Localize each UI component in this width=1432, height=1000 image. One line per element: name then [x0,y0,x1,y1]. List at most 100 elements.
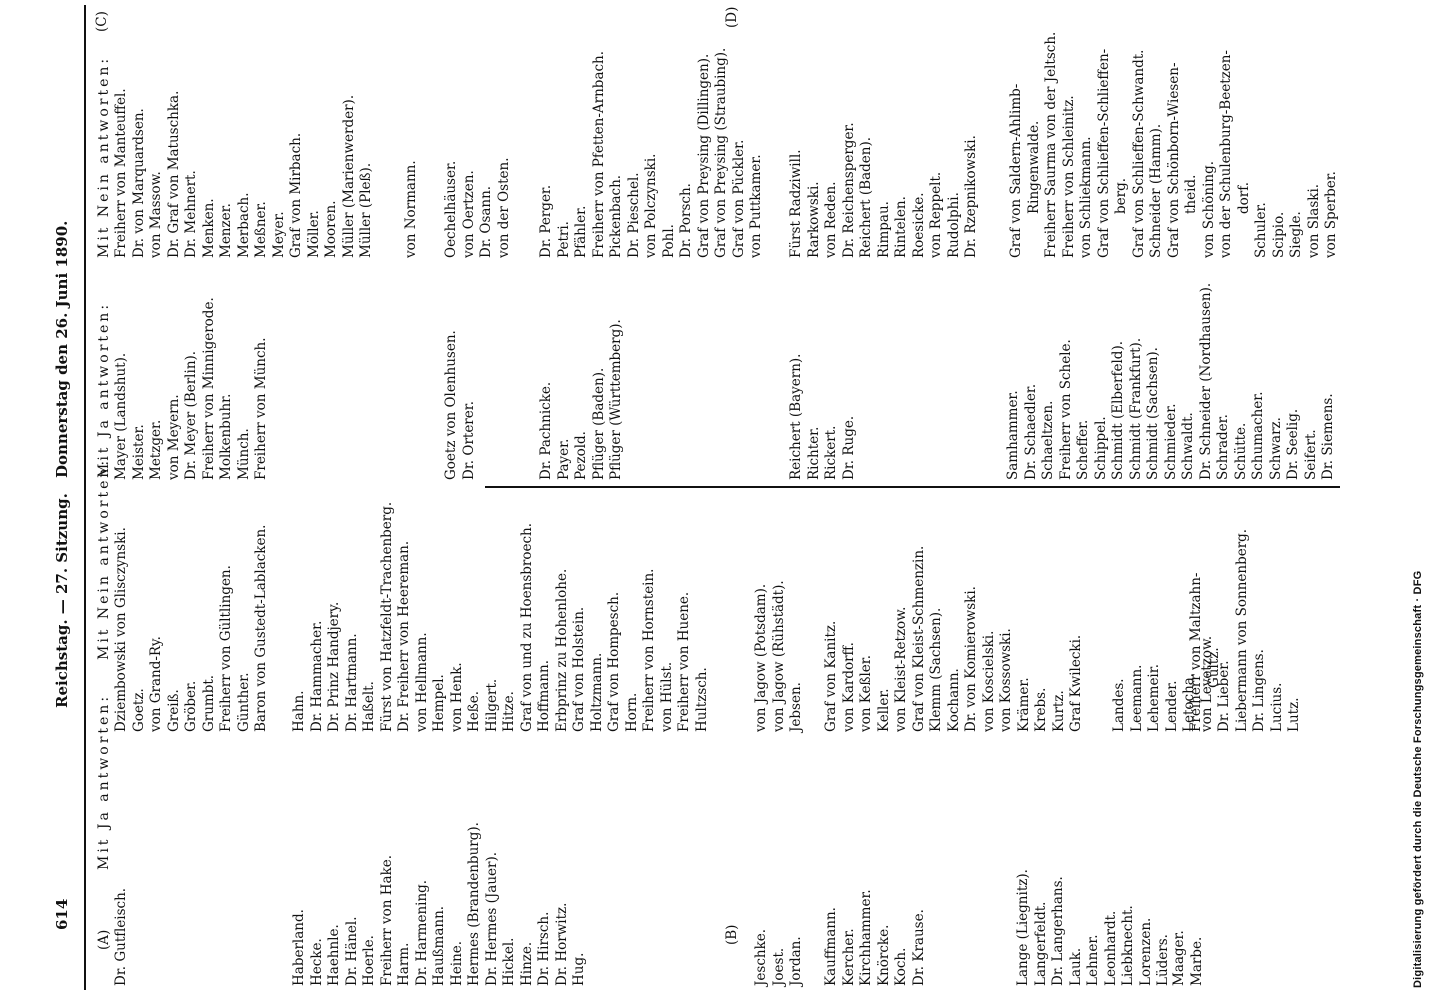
member-name: Schneider (Hamm). [1148,123,1164,258]
member-name: Dr. Reichensperger. [840,122,857,258]
member-name: Lorenzen. [1137,917,1154,986]
member-name: Dr. Langerhans. [1050,876,1066,986]
member-name: Landes. [1111,678,1127,732]
member-name: Mayer (Landshut). [113,352,129,480]
member-name: Pflüger (Württemberg). [608,319,624,480]
member-name: Dr. Ruge. [840,415,857,480]
member-name: Haehnle. [326,924,342,986]
member-name: Fürst von Hatzfeldt-Trachenberg. [378,501,395,732]
member-name: Dziembowski von Glisczynski. [113,527,129,732]
member-name: Graf von und zu Hoensbroech. [518,522,535,732]
margin-mark: (A) [96,929,112,950]
member-name: Rarkowski. [805,181,822,258]
member-name: Schmieder. [1162,403,1179,480]
header-rule [84,5,86,990]
column-heading: Mit Nein antworten: [96,457,112,660]
member-name: Freiherr von Gültlingen. [218,565,234,732]
member-name: Hitze. [501,691,517,732]
member-name: Maager. [1171,930,1187,986]
member-name: von Henk. [448,662,465,732]
member-name: Freiherr von Schleinitz. [1060,95,1077,258]
member-name: Kercher. [840,928,857,986]
member-name: Freiherr von Hornstein. [641,568,657,732]
member-name: Lüders. [1155,934,1171,986]
member-name: Freiherr Saurma von der Jeltsch. [1043,31,1059,258]
member-name: Dr. Hirsch. [536,911,552,986]
member-name: Marbe. [1188,936,1205,986]
member-name: Menzer. [218,203,234,258]
member-name: Möller. [305,210,322,258]
member-name: Jordan. [788,936,804,986]
member-name: Müller (Pleß). [358,162,374,258]
member-name: Lange (Liegnitz). [1015,869,1031,986]
member-name: Dr. Schaedler. [1022,383,1039,480]
member-name: Seifert. [1302,429,1319,480]
member-name: Hug. [571,952,587,986]
member-name: Graf von Schlieffen-Schwandt. [1130,49,1147,258]
member-name: Jeschke. [753,928,769,986]
member-name: Greiß. [165,689,182,732]
member-name: Freiherr von Hake. [378,854,395,986]
member-name: Harm. [396,942,412,986]
member-name: Mooren. [323,200,339,258]
member-name: Krämer. [1015,677,1032,732]
member-name: Rintelen. [893,196,909,258]
member-name: Rickert. [823,425,839,480]
member-name: Rudolphi. [945,192,962,258]
member-name: Schrader. [1215,414,1231,480]
member-name: Pfähler. [573,205,589,258]
member-name: Schmidt (Sachsen). [1145,347,1161,480]
member-name: Dr. Pachnicke. [538,381,554,480]
member-name: von Slaski. [1305,183,1322,258]
member-name: Reichert (Bayern). [788,353,804,480]
margin-mark: (C) [94,11,110,32]
member-name: Siegle. [1288,211,1304,258]
member-name: Ringenwalde. [1025,120,1042,214]
member-name: Freiherr von Maltzahn- [1188,572,1204,732]
member-name: Reichert (Baden). [858,136,874,258]
member-name: Freiherr von Pfetten-Arnbach. [590,50,607,258]
member-name: von Sperber. [1323,171,1339,258]
member-name: Graf von Mirbach. [288,132,304,258]
member-name: Holtzmann. [588,652,605,732]
member-name: Günther. [235,672,252,732]
member-name: Graf von Pückler. [730,139,747,258]
member-name: von Oertzen. [460,170,477,258]
column-heading: Mit Ja antworten: [96,301,112,478]
member-name: Dr. Hammacher. [308,620,325,732]
member-name: von Kossowski. [998,628,1014,732]
member-name: Hecke. [308,938,325,986]
member-name: Hickel. [501,937,517,986]
member-name: von Schöning. [1200,160,1217,258]
member-name: Dr. Rzepnikowski. [963,135,979,258]
member-name: Schmidt (Elberfeld). [1110,340,1126,480]
member-name: Gültz. [1205,647,1222,688]
member-name: Roesicke. [910,192,927,258]
member-name: Graf von Schönborn-Wiesen- [1165,62,1182,259]
member-name: von Koscielski. [980,630,997,732]
member-name: Meyer. [270,211,287,258]
member-name: Graf von Hompesch. [606,591,622,732]
member-name: Schippel. [1092,416,1109,480]
member-name: Hilgert. [483,678,500,732]
member-name: Dr. Krause. [910,909,927,986]
member-name: von der Osten. [495,157,512,258]
member-name: Hoffmann. [536,659,552,732]
member-name: Schuler. [1253,202,1269,258]
member-name: Dr. Siemens. [1320,393,1336,480]
member-name: Schmidt (Frankfurt). [1127,337,1144,480]
member-name: Lehner. [1085,934,1101,986]
member-name: Langerfeldt. [1032,901,1049,986]
member-name: Menken. [200,198,217,258]
member-name: Grumbt. [200,674,217,732]
member-name: Graf von Saldern-Ahlimb- [1008,83,1024,258]
member-name: Scipio. [1270,211,1287,258]
member-name: berg. [1113,177,1129,214]
member-name: Merbach. [235,192,252,258]
member-name: Payer. [555,438,572,480]
member-name: Dr. Hermes (Jauer). [483,851,500,986]
member-name: Koch. [893,947,909,986]
member-name: Graf von Preysing (Dillingen). [695,53,712,258]
member-name: Haußmann. [431,905,447,986]
member-name: Meister. [130,424,147,480]
